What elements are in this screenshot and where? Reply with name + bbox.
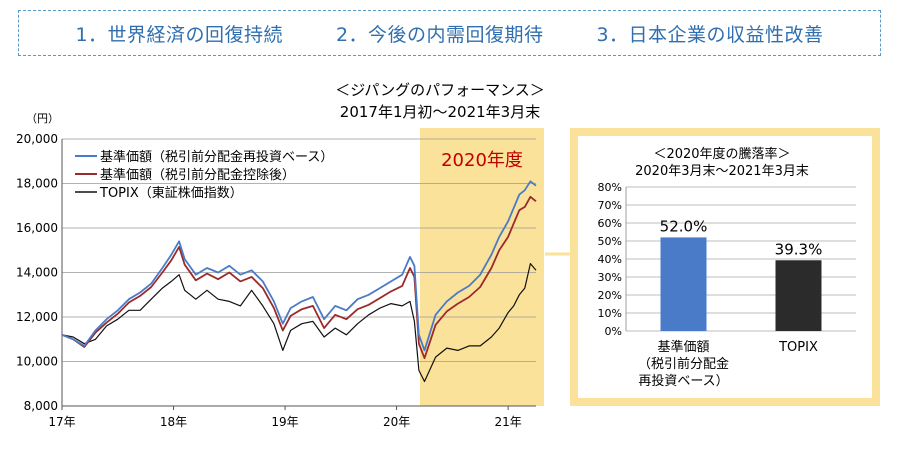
bar-y-tick-label: 60%	[598, 217, 622, 230]
bar-category-label: 基準価額	[657, 339, 709, 355]
bar-y-tick-label: 40%	[598, 253, 622, 266]
bar-category-label: （税引前分配金	[638, 356, 729, 372]
key-point-1: 1．世界経済の回復持続	[75, 23, 284, 46]
y-tick-label: 14,000	[16, 266, 58, 280]
bar-y-tick-label: 10%	[598, 307, 622, 320]
bar-y-tick-label: 30%	[598, 271, 622, 284]
x-tick-label: 17年	[48, 415, 75, 429]
series-line-nav-reinvested	[61, 180, 537, 352]
y-tick-label: 10,000	[16, 355, 58, 369]
bar-category-label: 再投資ベース）	[638, 373, 728, 389]
legend-label-nav-reinvested: 基準価額（税引前分配金再投資ベース）	[100, 149, 333, 165]
line-chart-subtitle: 2017年1月初～2021年3月末	[340, 103, 540, 121]
bar-value-label: 39.3%	[775, 240, 823, 258]
key-point-2: 2．今後の内需回復期待	[335, 23, 544, 46]
x-tick-label: 19年	[271, 415, 298, 429]
bar-1	[775, 260, 822, 331]
x-tick-label: 18年	[160, 415, 187, 429]
bar-category-label: TOPIX	[778, 340, 818, 355]
line-chart-title: ＜ジパングのパフォーマンス＞	[335, 81, 545, 99]
bar-y-tick-label: 0%	[605, 325, 622, 338]
y-tick-label: 18,000	[16, 177, 58, 191]
series-line-topix	[61, 263, 537, 383]
fiscal-2020-label: 2020年度	[441, 150, 523, 171]
series-line-nav-after-dividend	[61, 195, 537, 360]
bar-y-tick-label: 80%	[598, 181, 622, 194]
legend: 基準価額（税引前分配金再投資ベース） 基準価額（税引前分配金控除後） TOPIX…	[75, 149, 333, 201]
inset-title: ＜2020年度の騰落率＞	[653, 146, 790, 162]
bar-y-tick-label: 50%	[598, 235, 622, 248]
fiscal-2020-highlight	[420, 128, 544, 406]
key-point-3: 3．日本企業の収益性改善	[596, 23, 824, 46]
legend-label-topix: TOPIX（東証株価指数）	[99, 185, 243, 201]
key-points-banner: 1．世界経済の回復持続 2．今後の内需回復期待 3．日本企業の収益性改善	[18, 10, 881, 56]
bar-0	[660, 237, 707, 331]
bar-y-tick-label: 20%	[598, 289, 622, 302]
y-tick-label: 12,000	[16, 310, 58, 324]
bar-value-label: 52.0%	[660, 217, 708, 235]
x-tick-label: 21年	[494, 415, 521, 429]
y-tick-label: 8,000	[24, 399, 58, 413]
x-tick-label: 20年	[383, 415, 410, 429]
y-axis-unit: （円）	[26, 112, 59, 125]
y-tick-label: 20,000	[16, 132, 58, 146]
legend-label-nav-after-dividend: 基準価額（税引前分配金控除後）	[100, 167, 295, 183]
bar-y-tick-label: 70%	[598, 199, 622, 212]
inset-plot-background	[578, 136, 872, 398]
inset-subtitle: 2020年3月末～2021年3月末	[635, 164, 809, 179]
y-tick-label: 16,000	[16, 221, 58, 235]
